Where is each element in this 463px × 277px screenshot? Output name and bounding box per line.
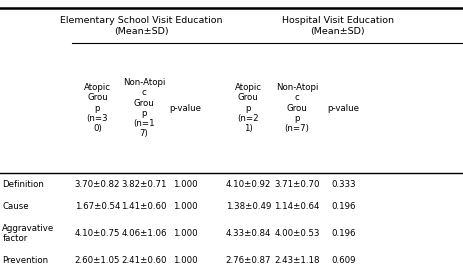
- Text: 4.00±0.53: 4.00±0.53: [274, 229, 319, 238]
- Text: 3.82±0.71: 3.82±0.71: [121, 180, 166, 189]
- Text: 1.67±0.54: 1.67±0.54: [75, 202, 120, 211]
- Text: p-value: p-value: [169, 104, 201, 112]
- Text: 4.06±1.06: 4.06±1.06: [121, 229, 166, 238]
- Text: 3.70±0.82: 3.70±0.82: [75, 180, 120, 189]
- Text: 0.609: 0.609: [331, 256, 355, 265]
- Text: 0.196: 0.196: [331, 229, 355, 238]
- Text: 0.333: 0.333: [330, 180, 355, 189]
- Text: 1.000: 1.000: [173, 256, 198, 265]
- Text: p-value: p-value: [327, 104, 358, 112]
- Text: Prevention: Prevention: [2, 256, 48, 265]
- Text: 0.196: 0.196: [331, 202, 355, 211]
- Text: Hospital Visit Education
(Mean±SD): Hospital Visit Education (Mean±SD): [281, 16, 393, 36]
- Text: Cause: Cause: [2, 202, 29, 211]
- Text: Atopic
Grou
p
(n=2
1): Atopic Grou p (n=2 1): [234, 83, 261, 133]
- Text: 3.71±0.70: 3.71±0.70: [274, 180, 319, 189]
- Text: 2.43±1.18: 2.43±1.18: [274, 256, 319, 265]
- Text: 1.000: 1.000: [173, 202, 198, 211]
- Text: Atopic
Grou
p
(n=3
0): Atopic Grou p (n=3 0): [84, 83, 111, 133]
- Text: Aggravative
factor: Aggravative factor: [2, 224, 55, 243]
- Text: 2.60±1.05: 2.60±1.05: [75, 256, 120, 265]
- Text: 1.38±0.49: 1.38±0.49: [225, 202, 270, 211]
- Text: 4.10±0.75: 4.10±0.75: [75, 229, 120, 238]
- Text: 4.10±0.92: 4.10±0.92: [225, 180, 270, 189]
- Text: 1.41±0.60: 1.41±0.60: [121, 202, 166, 211]
- Text: 1.14±0.64: 1.14±0.64: [274, 202, 319, 211]
- Text: Elementary School Visit Education
(Mean±SD): Elementary School Visit Education (Mean±…: [60, 16, 222, 36]
- Text: 2.76±0.87: 2.76±0.87: [225, 256, 270, 265]
- Text: Non-Atopi
c
Grou
p
(n=1
7): Non-Atopi c Grou p (n=1 7): [122, 78, 165, 138]
- Text: Definition: Definition: [2, 180, 44, 189]
- Text: 1.000: 1.000: [173, 229, 198, 238]
- Text: Non-Atopi
c
Grou
p
(n=7): Non-Atopi c Grou p (n=7): [275, 83, 318, 133]
- Text: 2.41±0.60: 2.41±0.60: [121, 256, 166, 265]
- Text: 4.33±0.84: 4.33±0.84: [225, 229, 270, 238]
- Text: 1.000: 1.000: [173, 180, 198, 189]
